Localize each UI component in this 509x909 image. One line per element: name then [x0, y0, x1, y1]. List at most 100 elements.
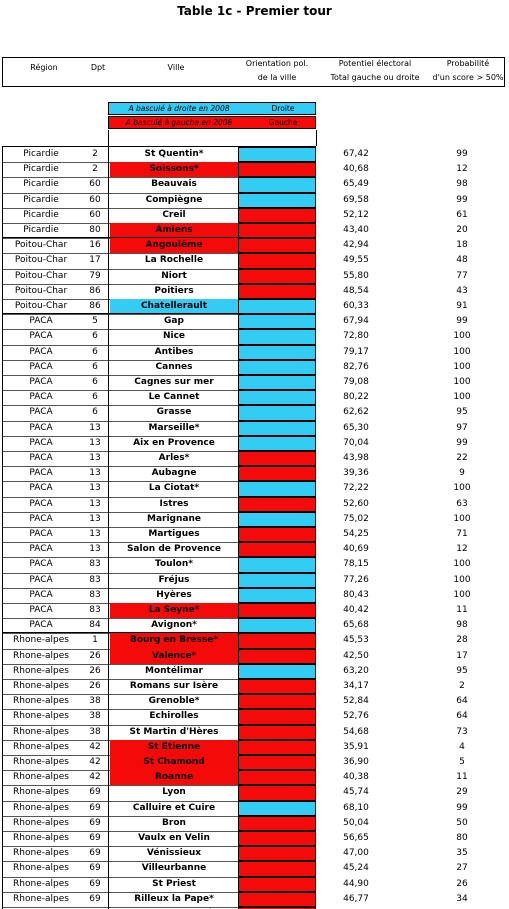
- cell-region: PACA: [29, 392, 53, 403]
- cell-potentiel: 40,69: [343, 544, 369, 555]
- legend-label: Gauche: [268, 118, 298, 127]
- cell-probabilite: 48: [456, 255, 468, 266]
- cell-region: PACA: [29, 483, 53, 494]
- cell-dpt: 26: [89, 681, 101, 691]
- cell-region: PACA: [29, 529, 53, 539]
- cell-region: PACA: [29, 453, 53, 463]
- cell-ville: St Chamond: [110, 755, 238, 771]
- cell-dpt: 42: [89, 757, 101, 767]
- cell-ville: St Priest: [152, 878, 196, 889]
- cell-potentiel: 45,24: [343, 863, 369, 874]
- orientation-cell: [238, 618, 316, 634]
- column-header: Total gauche ou droite: [330, 73, 420, 82]
- title: Table 1c - Premier tour: [177, 4, 332, 18]
- row-line: [2, 831, 238, 832]
- row-line: [2, 572, 238, 574]
- orientation-cell: [238, 831, 316, 847]
- cell-region: Rhone-alpes: [13, 711, 69, 722]
- cell-dpt: 86: [89, 285, 101, 296]
- cell-ville: Soissons*: [110, 162, 238, 178]
- orientation-cell: [238, 268, 316, 284]
- cell-probabilite: 35: [456, 848, 468, 859]
- cell-potentiel: 40,42: [343, 605, 369, 615]
- cell-potentiel: 44,90: [343, 878, 369, 889]
- cell-probabilite: 100: [453, 392, 471, 403]
- cell-ville: Hyères: [156, 589, 192, 600]
- cell-dpt: 6: [92, 407, 98, 418]
- cell-ville: La Rochelle: [144, 255, 204, 266]
- cell-probabilite: 98: [456, 179, 468, 190]
- group-line: [2, 313, 316, 315]
- cell-ville: Marseille*: [148, 422, 200, 433]
- row-line: [2, 785, 238, 787]
- orientation-cell: [238, 861, 316, 877]
- cell-potentiel: 42,50: [343, 650, 369, 661]
- cell-potentiel: 70,04: [343, 437, 369, 448]
- cell-region: PACA: [29, 559, 53, 570]
- orientation-cell: [238, 527, 316, 543]
- cell-ville: Calluire et Cuire: [132, 802, 216, 813]
- cell-dpt: 6: [92, 361, 98, 372]
- orientation-cell: [238, 739, 316, 755]
- orientation-cell: [238, 435, 316, 451]
- cell-region: Poitou-Char: [14, 301, 68, 311]
- cell-probabilite: 91: [456, 301, 468, 311]
- cell-dpt: 38: [89, 696, 101, 707]
- cell-probabilite: 17: [456, 650, 468, 661]
- cell-region: Rhone-alpes: [13, 650, 69, 661]
- cell-dpt: 38: [89, 711, 101, 722]
- orientation-cell: [238, 283, 316, 299]
- cell-region: PACA: [29, 513, 53, 524]
- orientation-cell: [238, 800, 316, 816]
- orientation-cell: [238, 542, 316, 558]
- row-line: [2, 390, 238, 392]
- cell-region: PACA: [29, 605, 53, 615]
- column-header: d'un score > 50%: [432, 73, 504, 82]
- column-header: Région: [30, 63, 58, 72]
- cell-potentiel: 56,65: [343, 833, 369, 843]
- cell-ville: Grenoble*: [148, 696, 200, 707]
- cell-region: PACA: [29, 574, 53, 585]
- cell-dpt: 83: [89, 589, 101, 600]
- cell-ville: Chatellerault: [110, 299, 238, 315]
- orientation-cell: [238, 755, 316, 771]
- cell-probabilite: 64: [456, 711, 468, 722]
- cell-probabilite: 61: [456, 209, 468, 220]
- orientation-cell: [238, 253, 316, 269]
- cell-region: Rhone-alpes: [13, 665, 69, 676]
- orientation-cell: [238, 572, 316, 588]
- cell-region: PACA: [29, 437, 53, 448]
- cell-region: PACA: [29, 589, 53, 600]
- cell-dpt: 69: [89, 802, 101, 813]
- row-line: [2, 542, 238, 544]
- cell-ville: Vaulx en Velin: [138, 833, 210, 843]
- cell-potentiel: 54,25: [343, 529, 369, 539]
- cell-region: Picardie: [23, 225, 59, 235]
- cell-region: PACA: [29, 498, 53, 509]
- cell-dpt: 86: [89, 301, 101, 311]
- cell-dpt: 26: [89, 650, 101, 661]
- orientation-cell: [238, 451, 316, 467]
- legend-label: Droite: [271, 104, 295, 113]
- cell-probabilite: 100: [453, 513, 471, 524]
- row-line: [2, 876, 238, 878]
- cell-probabilite: 18: [456, 240, 468, 251]
- cell-region: Picardie: [23, 179, 59, 190]
- cell-ville: Villeurbanne: [141, 863, 207, 874]
- cell-dpt: 83: [89, 574, 101, 585]
- cell-potentiel: 67,94: [343, 316, 369, 327]
- cell-region: Rhone-alpes: [13, 726, 69, 737]
- cell-probabilite: 26: [456, 878, 468, 889]
- cell-potentiel: 78,15: [343, 559, 369, 570]
- cell-potentiel: 77,26: [343, 574, 369, 585]
- cell-region: PACA: [29, 620, 53, 631]
- cell-dpt: 13: [89, 529, 101, 539]
- group-line: [2, 237, 316, 239]
- cell-region: PACA: [29, 544, 53, 555]
- cell-dpt: 69: [89, 787, 101, 798]
- cell-dpt: 69: [89, 817, 101, 828]
- cell-ville: Compiègne: [145, 194, 203, 205]
- cell-potentiel: 72,22: [343, 483, 369, 494]
- orientation-cell: [238, 375, 316, 391]
- row-line: [2, 314, 238, 316]
